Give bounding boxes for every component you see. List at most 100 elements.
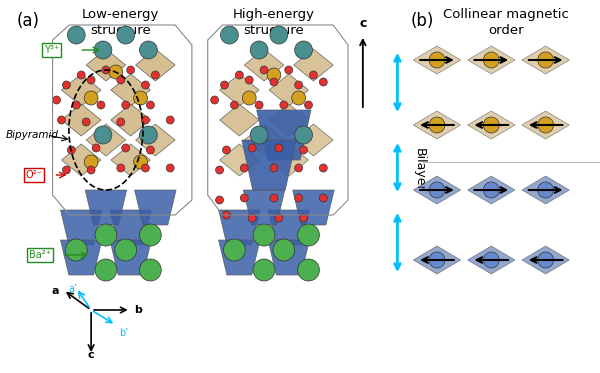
Circle shape (94, 126, 112, 144)
Polygon shape (86, 124, 126, 156)
Circle shape (115, 239, 137, 261)
Circle shape (305, 101, 313, 109)
Circle shape (140, 41, 157, 59)
Polygon shape (220, 104, 259, 136)
Circle shape (94, 41, 112, 59)
Circle shape (285, 66, 293, 74)
Polygon shape (61, 144, 101, 176)
Circle shape (146, 101, 154, 109)
Circle shape (267, 68, 281, 82)
Polygon shape (136, 124, 175, 156)
Circle shape (429, 182, 445, 198)
Circle shape (429, 117, 445, 133)
Text: O²⁻: O²⁻ (25, 170, 42, 180)
Circle shape (166, 116, 174, 124)
Polygon shape (413, 46, 461, 74)
Circle shape (295, 126, 313, 144)
Text: b: b (134, 305, 142, 315)
Circle shape (62, 166, 70, 174)
Polygon shape (467, 111, 515, 139)
Circle shape (298, 259, 319, 281)
Circle shape (295, 81, 302, 89)
Polygon shape (293, 124, 333, 156)
Circle shape (140, 224, 161, 246)
Circle shape (53, 96, 61, 104)
Circle shape (142, 164, 149, 172)
Circle shape (310, 71, 317, 79)
Text: Ba²⁺: Ba²⁺ (29, 250, 50, 260)
Circle shape (241, 164, 248, 172)
Text: (b): (b) (410, 12, 434, 30)
Circle shape (248, 214, 256, 222)
Circle shape (142, 116, 149, 124)
Polygon shape (257, 110, 311, 160)
Circle shape (140, 259, 161, 281)
Circle shape (134, 155, 148, 169)
Circle shape (538, 182, 554, 198)
Circle shape (223, 211, 230, 219)
Circle shape (299, 146, 308, 154)
Polygon shape (111, 74, 151, 106)
Circle shape (241, 194, 248, 202)
Circle shape (295, 41, 313, 59)
Polygon shape (268, 210, 310, 245)
Circle shape (292, 91, 305, 105)
Polygon shape (269, 104, 308, 136)
Circle shape (146, 146, 154, 154)
Circle shape (242, 91, 256, 105)
Circle shape (117, 164, 125, 172)
Circle shape (92, 144, 100, 152)
Circle shape (270, 78, 278, 86)
Circle shape (538, 252, 554, 268)
Circle shape (295, 164, 302, 172)
Polygon shape (244, 49, 284, 81)
Circle shape (95, 224, 117, 246)
Circle shape (275, 214, 283, 222)
Polygon shape (134, 190, 176, 225)
Circle shape (117, 118, 125, 126)
Text: a’: a’ (69, 284, 78, 294)
Circle shape (248, 144, 256, 152)
Polygon shape (85, 190, 127, 225)
Circle shape (102, 66, 110, 74)
Polygon shape (467, 46, 515, 74)
Circle shape (250, 41, 268, 59)
Polygon shape (269, 144, 308, 176)
Polygon shape (61, 104, 101, 136)
Circle shape (260, 66, 268, 74)
Circle shape (166, 164, 174, 172)
Polygon shape (269, 74, 308, 106)
Polygon shape (467, 246, 515, 274)
Polygon shape (220, 74, 259, 106)
Text: Low-energy
structure: Low-energy structure (82, 8, 160, 37)
Circle shape (221, 26, 238, 44)
Circle shape (58, 116, 65, 124)
Polygon shape (136, 49, 175, 81)
Circle shape (270, 26, 288, 44)
Text: a: a (52, 286, 59, 296)
Circle shape (211, 96, 218, 104)
Circle shape (319, 194, 327, 202)
Circle shape (299, 214, 308, 222)
Circle shape (215, 196, 224, 204)
Polygon shape (242, 140, 296, 190)
Circle shape (65, 239, 87, 261)
Polygon shape (111, 144, 151, 176)
Circle shape (484, 52, 499, 68)
Polygon shape (110, 210, 151, 245)
Text: Bilayer: Bilayer (412, 148, 425, 192)
Circle shape (62, 81, 70, 89)
Circle shape (538, 117, 554, 133)
Circle shape (84, 155, 98, 169)
Circle shape (253, 224, 275, 246)
Circle shape (235, 71, 243, 79)
Circle shape (270, 194, 278, 202)
Circle shape (429, 252, 445, 268)
Circle shape (87, 166, 95, 174)
Text: Collinear magnetic
order: Collinear magnetic order (443, 8, 569, 37)
Circle shape (295, 194, 302, 202)
Text: Bipyramid: Bipyramid (5, 130, 58, 140)
Polygon shape (61, 210, 102, 245)
Circle shape (250, 126, 268, 144)
Polygon shape (413, 246, 461, 274)
